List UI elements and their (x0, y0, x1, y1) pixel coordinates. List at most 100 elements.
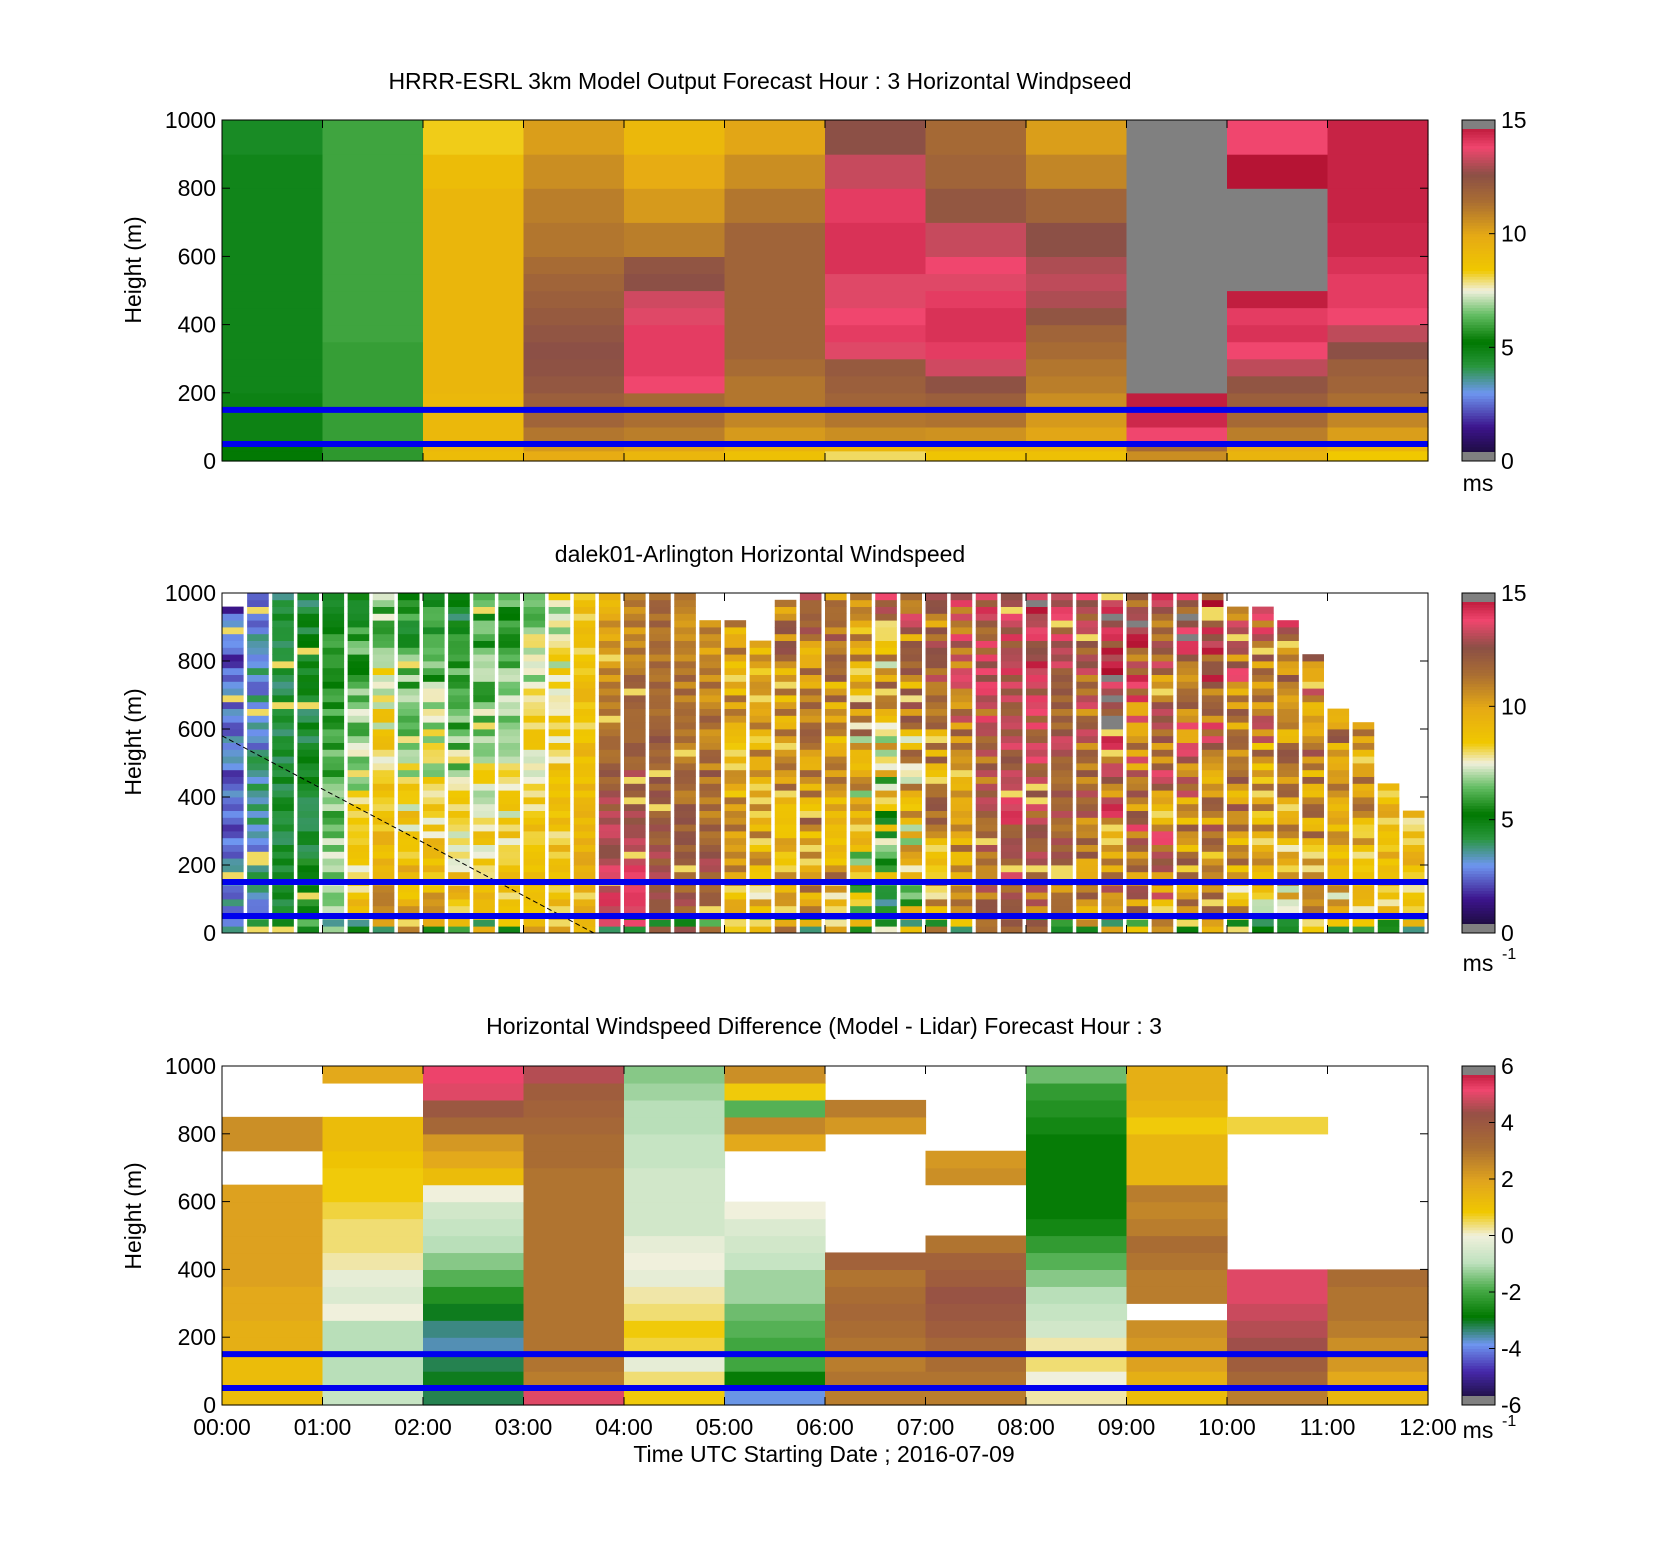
colorbar-segment (1462, 1249, 1495, 1253)
heatmap-cell (372, 790, 395, 798)
heatmap-cell (1201, 688, 1224, 696)
heatmap-cell (1000, 769, 1023, 777)
heatmap-cell (925, 256, 1027, 275)
heatmap-cell (699, 756, 721, 764)
heatmap-cell (1352, 763, 1375, 771)
heatmap-cell (222, 865, 244, 873)
heatmap-cell (875, 905, 897, 913)
heatmap-cell (247, 620, 269, 628)
colorbar-tick-label: 0 (1501, 1223, 1514, 1249)
heatmap-cell (975, 606, 998, 614)
heatmap-cell (825, 681, 847, 689)
heatmap-cell (774, 715, 797, 723)
heatmap-cell (1176, 708, 1199, 716)
heatmap-cell (649, 606, 671, 614)
heatmap-cell (1026, 1354, 1128, 1372)
y-tick-label: 800 (178, 175, 216, 201)
heatmap-cell (1277, 715, 1299, 723)
heatmap-cell (799, 647, 822, 655)
heatmap-cell (1327, 776, 1350, 784)
heatmap-cell (423, 722, 445, 730)
heatmap-cell (423, 769, 445, 777)
heatmap-cell (774, 769, 797, 777)
heatmap-cell (473, 865, 495, 873)
heatmap-cell (523, 1082, 625, 1101)
colorbar-segment (1462, 661, 1495, 665)
heatmap-cell (774, 763, 797, 771)
heatmap-cell (1151, 661, 1174, 669)
heatmap-cell (875, 783, 897, 791)
heatmap-cell (548, 926, 571, 934)
heatmap-cell (624, 1303, 726, 1321)
colorbar-segment (1462, 683, 1495, 687)
heatmap-cell (1252, 844, 1274, 852)
heatmap-cell (1252, 919, 1274, 927)
heatmap-cell (473, 926, 495, 934)
colorbar-tick-label: -4 (1501, 1336, 1522, 1362)
heatmap-cell (222, 392, 324, 411)
heatmap-cell (397, 851, 420, 859)
heatmap-cell (523, 661, 546, 669)
heatmap-cell (925, 1320, 1027, 1338)
heatmap-cell (724, 120, 826, 155)
colorbar-segment (1462, 213, 1495, 218)
heatmap-cell (247, 769, 269, 777)
heatmap-cell (1227, 871, 1249, 879)
colorbar-segment (1462, 700, 1495, 704)
heatmap-cell (1377, 892, 1400, 900)
heatmap-cell (297, 599, 319, 607)
heatmap-cell (1076, 599, 1098, 607)
heatmap-cell (1126, 606, 1149, 614)
heatmap-cell (1227, 769, 1249, 777)
heatmap-cell (1101, 661, 1123, 669)
heatmap-cell (347, 905, 370, 913)
heatmap-cell (1277, 749, 1299, 757)
heatmap-cell (724, 817, 747, 825)
heatmap-cell (1076, 763, 1098, 771)
heatmap-cell (950, 620, 973, 628)
heatmap-cell (900, 817, 922, 825)
heatmap-cell (1252, 899, 1274, 907)
heatmap-cell (423, 620, 445, 628)
heatmap-cell (448, 790, 470, 798)
heatmap-cell (397, 926, 420, 934)
colorbar-segment (1462, 1354, 1495, 1358)
colorbar-segment (1462, 1091, 1495, 1095)
heatmap-cell (1277, 756, 1299, 764)
heatmap-cell (724, 1133, 826, 1152)
colorbar-segment (1462, 1292, 1495, 1296)
heatmap-cell (1201, 627, 1224, 635)
heatmap-cell (1352, 851, 1375, 859)
heatmap-cell (598, 871, 621, 879)
heatmap-cell (975, 892, 998, 900)
heatmap-cell (1026, 1286, 1128, 1304)
heatmap-cell (925, 797, 948, 805)
heatmap-cell (1101, 722, 1123, 730)
colorbar-segment (1462, 182, 1495, 186)
heatmap-cell (1252, 722, 1274, 730)
heatmap-cell (1026, 817, 1048, 825)
heatmap-cell (624, 426, 726, 442)
heatmap-cell (598, 905, 621, 913)
colorbar-segment (1462, 910, 1495, 914)
colorbar-segment (1462, 219, 1495, 223)
heatmap-cell (624, 450, 726, 462)
heatmap-cell (322, 885, 345, 893)
heatmap-cell (674, 742, 696, 750)
heatmap-cell (900, 749, 922, 757)
heatmap-cell (1327, 324, 1429, 343)
colorbar-segment (1462, 378, 1495, 382)
heatmap-cell (774, 708, 797, 716)
heatmap-cell (272, 599, 294, 607)
heatmap-cell (347, 769, 370, 777)
heatmap-cell (222, 341, 324, 360)
heatmap-cell (1026, 885, 1048, 893)
heatmap-cell (498, 783, 520, 791)
heatmap-cell (1352, 803, 1375, 811)
heatmap-cell (1201, 701, 1224, 709)
heatmap-cell (1201, 905, 1224, 913)
heatmap-cell (247, 701, 269, 709)
heatmap-cell (498, 763, 520, 771)
colorbar-segment (1462, 1195, 1495, 1200)
heatmap-cell (925, 1150, 1027, 1169)
